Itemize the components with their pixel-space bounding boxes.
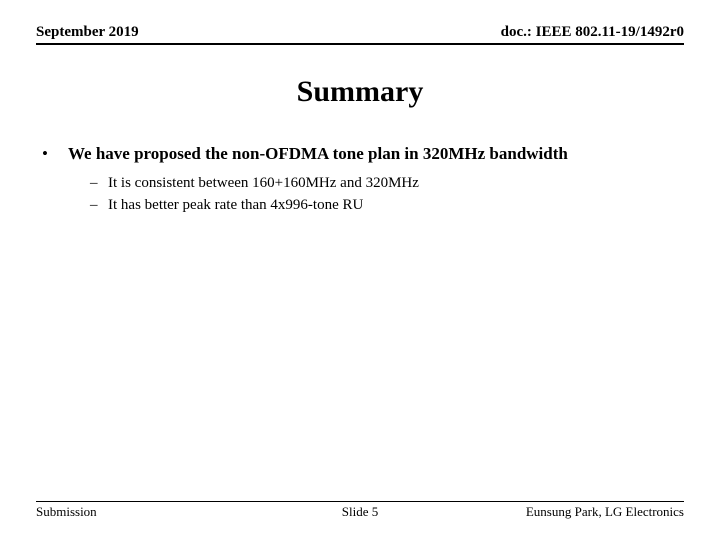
subbullet-item: – It has better peak rate than 4x996-ton… — [90, 194, 684, 217]
header-date: September 2019 — [36, 24, 139, 41]
subbullet-mark: – — [90, 172, 108, 195]
slide-title: Summary — [36, 75, 684, 109]
header-row: September 2019 doc.: IEEE 802.11-19/1492… — [36, 24, 684, 45]
content-area: • We have proposed the non-OFDMA tone pl… — [36, 143, 684, 501]
footer: Submission Slide 5 Eunsung Park, LG Elec… — [36, 501, 684, 520]
subbullet-text: It is consistent between 160+160MHz and … — [108, 172, 419, 195]
bullet-text: We have proposed the non-OFDMA tone plan… — [68, 143, 568, 166]
footer-slide-number: Slide 5 — [342, 504, 378, 520]
subbullet-text: It has better peak rate than 4x996-tone … — [108, 194, 363, 217]
footer-rule — [36, 501, 684, 502]
subbullet-list: – It is consistent between 160+160MHz an… — [90, 172, 684, 217]
bullet-mark: • — [42, 143, 68, 166]
footer-left: Submission — [36, 504, 97, 520]
header-docid: doc.: IEEE 802.11-19/1492r0 — [501, 24, 684, 41]
subbullet-item: – It is consistent between 160+160MHz an… — [90, 172, 684, 195]
footer-author: Eunsung Park, LG Electronics — [526, 504, 684, 520]
footer-row: Submission Slide 5 Eunsung Park, LG Elec… — [36, 504, 684, 520]
bullet-item: • We have proposed the non-OFDMA tone pl… — [42, 143, 684, 166]
subbullet-mark: – — [90, 194, 108, 217]
slide: September 2019 doc.: IEEE 802.11-19/1492… — [0, 0, 720, 540]
